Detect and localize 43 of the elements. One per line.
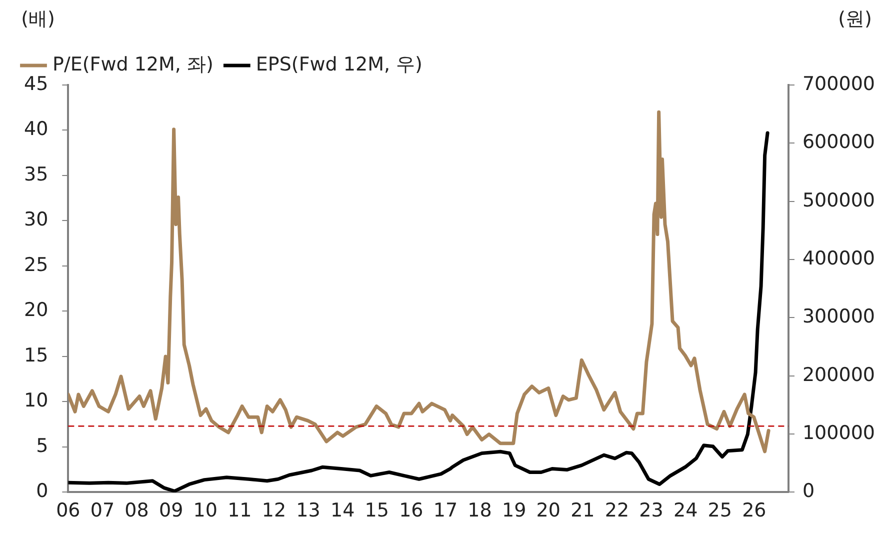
x-tick-label: 21 <box>570 500 595 522</box>
y2-tick-label: 600000 <box>802 131 875 154</box>
y2-tick-label: 300000 <box>802 306 875 328</box>
x-tick-label: 25 <box>708 500 732 522</box>
y2-tick-label: 400000 <box>802 247 875 270</box>
y-tick-label: 35 <box>24 163 48 186</box>
x-tick-label: 16 <box>399 500 424 522</box>
y-tick-label: 5 <box>36 434 48 457</box>
x-tick-label: 23 <box>639 500 664 522</box>
y-tick-label: 40 <box>24 118 48 140</box>
x-tick-label: 10 <box>193 500 218 522</box>
x-tick-label: 22 <box>604 500 630 522</box>
x-tick-label: 19 <box>502 500 526 522</box>
legend-label: P/E(Fwd 12M, 좌) <box>52 53 214 76</box>
y-tick-label: 20 <box>24 299 48 322</box>
x-tick-label: 07 <box>90 500 115 522</box>
x-tick-label: 18 <box>468 500 492 522</box>
y-axis-title: (배) <box>21 8 55 30</box>
x-tick-label: 08 <box>124 500 149 522</box>
y-tick-label: 30 <box>24 208 48 231</box>
x-tick-label: 17 <box>433 500 458 522</box>
y2-tick-label: 500000 <box>802 189 875 212</box>
x-tick-label: 24 <box>673 500 698 522</box>
x-tick-label: 06 <box>56 500 80 522</box>
x-tick-label: 20 <box>536 500 560 522</box>
y-tick-label: 25 <box>24 254 48 276</box>
y2-tick-label: 700000 <box>802 72 875 95</box>
y2-tick-label: 100000 <box>802 422 875 444</box>
x-tick-label: 09 <box>158 500 184 522</box>
y-tick-label: 0 <box>36 480 48 502</box>
y2-tick-label: 0 <box>802 480 815 502</box>
x-tick-label: 13 <box>296 500 320 522</box>
x-tick-label: 11 <box>228 500 252 522</box>
y-tick-label: 15 <box>24 344 48 366</box>
y2-axis-title: (원) <box>838 8 872 30</box>
y-tick-label: 45 <box>24 72 48 95</box>
legend-label: EPS(Fwd 12M, 우) <box>256 53 422 76</box>
x-tick-label: 14 <box>330 500 355 522</box>
y-tick-label: 10 <box>24 390 48 412</box>
y2-tick-label: 200000 <box>802 364 875 386</box>
x-tick-label: 26 <box>742 500 766 522</box>
x-tick-label: 12 <box>262 500 286 522</box>
x-tick-label: 15 <box>364 500 389 522</box>
